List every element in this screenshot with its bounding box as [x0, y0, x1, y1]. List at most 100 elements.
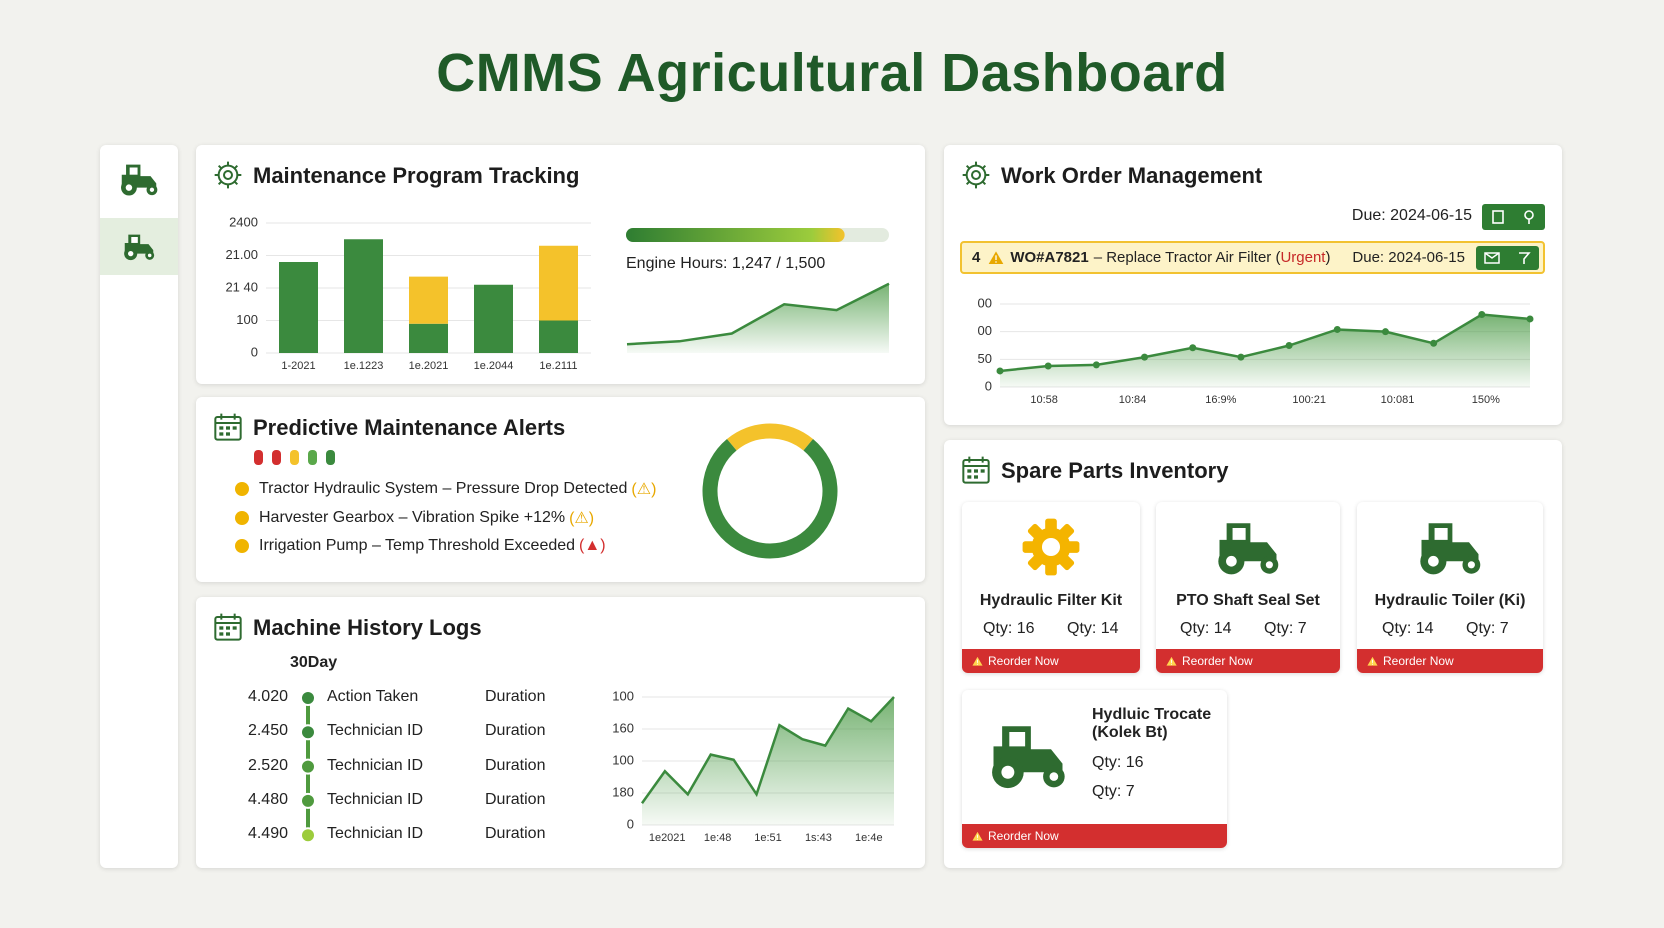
- part-qty: Qty: 14: [1382, 620, 1434, 637]
- part-card: PTO Shaft Seal Set Qty: 14 Qty: 7 Reorder N…: [1156, 502, 1340, 673]
- y-tick-label: 180: [612, 784, 634, 799]
- bar-segment: [539, 245, 578, 321]
- icon-shape: [972, 831, 982, 840]
- row-value: 4.020: [247, 688, 288, 705]
- reorder-button[interactable]: Reorder Now: [962, 649, 1140, 673]
- point: [1526, 315, 1534, 323]
- x-tick-label: 1s:43: [805, 832, 832, 844]
- status-dot: [254, 450, 263, 465]
- point: [1430, 339, 1438, 347]
- panel-icon: [960, 454, 992, 486]
- part-icon: [982, 720, 1074, 790]
- point: [1141, 353, 1149, 361]
- point: [1237, 353, 1245, 361]
- action-buttons[interactable]: [1482, 204, 1545, 230]
- reorder-button[interactable]: Reorder Now: [1156, 649, 1340, 673]
- work-order-chart: 0 50 00 00 10:58 10:84 16:9% 100:21 10:081 150%: [978, 295, 1534, 406]
- y-tick-label: 2400: [229, 214, 258, 229]
- x-tick-label: 1e:51: [754, 832, 782, 844]
- y-tick-label: 21.00: [225, 247, 258, 262]
- part-qty: Qty: 7: [1092, 783, 1135, 800]
- status-dot: [290, 450, 299, 465]
- y-tick-label: 0: [251, 344, 258, 359]
- bar-segment: [344, 239, 383, 353]
- x-tick-label: 100:21: [1292, 394, 1326, 406]
- timeline-dot: [300, 690, 316, 706]
- mail-icon[interactable]: [1484, 252, 1500, 264]
- y-tick-label: 100: [612, 752, 634, 767]
- history-chart: 0 180 100 160 100 1e2021 1e:48 1e:51 1s:43 1e:4e: [300, 688, 895, 844]
- bar-segment: [539, 320, 578, 353]
- warn-icon: [972, 831, 983, 842]
- nav-icon[interactable]: [116, 161, 162, 197]
- work-order-row[interactable]: 4 WO#A7821 – Replace Tractor Air Filter …: [960, 241, 1545, 274]
- row-value: 4.490: [247, 825, 288, 843]
- row-duration: Duration: [485, 825, 546, 843]
- warn-icon: [1166, 656, 1177, 667]
- bar-segment: [409, 276, 448, 324]
- point: [1092, 361, 1100, 369]
- part-card: Hydraulic Toiler (Ki) Qty: 14 Qty: 7 Reorde…: [1357, 502, 1543, 673]
- progress-fill: [626, 228, 845, 242]
- donut-segment: [726, 423, 814, 451]
- print-icon[interactable]: [1491, 210, 1505, 224]
- point: [1189, 344, 1197, 352]
- x-tick-label: 1e:48: [704, 832, 732, 844]
- panel-title: Machine History Logs: [253, 615, 482, 640]
- area-fill: [627, 283, 889, 353]
- pin-icon[interactable]: [1522, 210, 1536, 224]
- panel-title: Spare Parts Inventory: [1001, 458, 1229, 483]
- panel-title: Work Order Management: [1001, 163, 1263, 188]
- order-due: Due: 2024-06-15: [1352, 249, 1465, 266]
- y-tick-label: 50: [978, 351, 992, 366]
- part-icon: [1013, 516, 1089, 578]
- y-tick-label: 160: [612, 720, 634, 735]
- alert-flag: (⚠): [631, 481, 657, 498]
- nav-active[interactable]: [100, 218, 178, 275]
- part-qty: Qty: 16: [1092, 754, 1144, 771]
- warn-icon: [1367, 656, 1378, 667]
- order-description: – Replace Tractor Air Filter (: [1093, 249, 1281, 266]
- timeline-dot: [300, 792, 316, 809]
- x-tick-label: 1-2021: [281, 360, 315, 372]
- point: [1044, 362, 1052, 370]
- alert-text: Irrigation Pump – Temp Threshold Exceede…: [259, 537, 576, 554]
- alert-flag: (▲): [579, 537, 606, 554]
- part-icon: [1210, 516, 1286, 578]
- row-action: Technician ID: [327, 722, 424, 740]
- order-buttons[interactable]: [1476, 246, 1539, 270]
- part-qty: Qty: 14: [1180, 620, 1232, 637]
- warn-icon: [972, 656, 983, 667]
- sidebar: [100, 145, 178, 868]
- timeline-dot: [300, 758, 316, 775]
- area-line: [626, 282, 890, 346]
- part-qty: Qty: 14: [1067, 620, 1119, 637]
- alerts-chart: [254, 423, 838, 559]
- icon-shape: [972, 656, 982, 665]
- part-name: PTO Shaft Seal Set: [1176, 592, 1320, 609]
- reorder-button[interactable]: Reorder Now: [962, 824, 1227, 848]
- order-close: ): [1325, 249, 1331, 266]
- row-action: Action Taken: [327, 688, 419, 705]
- row-duration: Duration: [485, 722, 546, 740]
- alert-bullet: [235, 511, 249, 525]
- maintenance-chart: 0 100 21 40 21.00 2400 1-2021 1e.1223 1e.2021 1e…: [225, 214, 890, 372]
- work-order-panel: Work Order Management Due: 2024-06-15 4 …: [944, 145, 1562, 425]
- nav-icon: [120, 232, 158, 261]
- history-panel: Machine History Logs 30Day 4.020 Action T…: [196, 597, 925, 868]
- reorder-button[interactable]: Reorder Now: [1357, 649, 1543, 673]
- alert-text: Harvester Gearbox – Vibration Spike +12%: [259, 509, 566, 526]
- row-duration: Duration: [485, 790, 546, 808]
- part-qty: Qty: 7: [1466, 620, 1509, 637]
- reorder-label: Reorder Now: [1182, 654, 1253, 668]
- x-tick-label: 16:9%: [1205, 394, 1236, 406]
- row-value: 2.450: [247, 722, 288, 740]
- flag-icon[interactable]: [1517, 251, 1531, 265]
- x-tick-label: 1e.1223: [344, 360, 384, 372]
- x-tick-label: 10:081: [1381, 394, 1415, 406]
- page-title: CMMS Agricultural Dashboard: [436, 43, 1228, 103]
- x-tick-label: 1e2021: [649, 832, 686, 844]
- x-tick-label: 1e:4e: [855, 832, 883, 844]
- point: [1478, 311, 1486, 319]
